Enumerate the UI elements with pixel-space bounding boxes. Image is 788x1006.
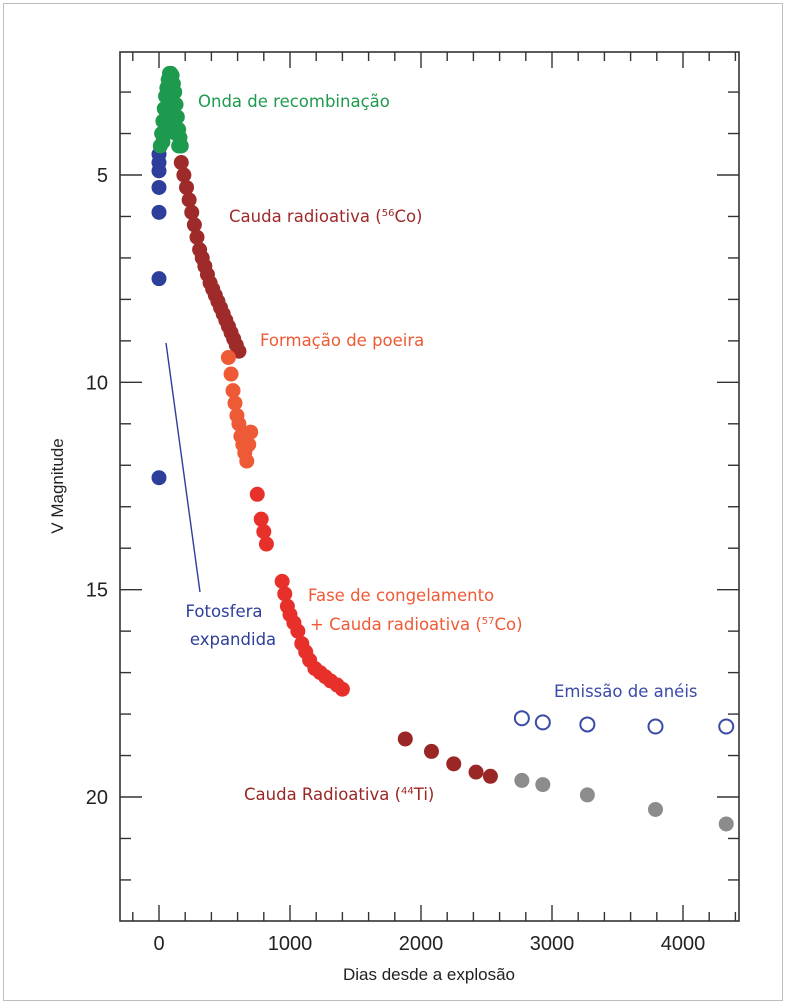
cobalt56-point	[184, 204, 200, 220]
photosphere-pointer-line	[165, 342, 201, 593]
annotation-recombination: Onda de recombinação	[198, 92, 390, 111]
freeze-point	[249, 486, 265, 502]
cobalt56-point	[186, 217, 202, 233]
titanium-point	[482, 768, 498, 784]
dust-point	[227, 395, 243, 411]
late-point	[579, 787, 595, 803]
axis-tick-labels: 0 1000 2000 3000 4000 5 10 15 20	[86, 165, 706, 955]
photosphere-point	[151, 271, 167, 287]
late-point	[514, 772, 530, 788]
titanium-point	[397, 731, 413, 747]
titanium-point	[423, 743, 439, 759]
dust-point	[239, 453, 255, 469]
recombination-point	[171, 138, 187, 154]
annotation-dust: Formação de poeira	[260, 331, 424, 350]
y-tick-label: 10	[86, 372, 108, 394]
dust-point	[225, 383, 241, 399]
annotation-photo2: expandida	[190, 630, 276, 649]
cobalt56-point	[179, 179, 195, 195]
x-tick-label: 1000	[268, 933, 313, 955]
annotation-titanium: Cauda Radioativa (44Ti)	[244, 785, 434, 804]
freeze-point	[334, 681, 350, 697]
annotation-freeze1: Fase de congelamento	[308, 586, 494, 605]
rings-point	[534, 714, 551, 731]
cobalt56-point	[181, 192, 197, 208]
figure-frame	[3, 3, 783, 1001]
rings-point	[513, 710, 530, 727]
dust-point	[220, 349, 236, 365]
rings-point	[647, 718, 664, 735]
y-tick-label: 5	[97, 165, 108, 187]
plot-frame	[119, 51, 740, 922]
dust-point	[241, 437, 257, 453]
freeze-point	[277, 586, 293, 602]
late-point	[647, 801, 663, 817]
rings-point	[579, 716, 596, 733]
freeze-point	[274, 573, 290, 589]
annotations: Onda de recombinação Cauda radioativa (56…	[185, 92, 697, 804]
freeze-point	[256, 524, 272, 540]
x-tick-label: 2000	[399, 933, 444, 955]
photosphere-point	[151, 470, 167, 486]
y-tick-label: 15	[86, 580, 108, 602]
recombination-point	[165, 113, 181, 129]
titanium-point	[468, 764, 484, 780]
x-tick-label: 3000	[530, 933, 575, 955]
recombination-point	[167, 84, 183, 100]
x-tick-label: 4000	[661, 933, 706, 955]
photosphere-point	[151, 163, 167, 179]
cobalt56-point	[176, 167, 192, 183]
dust-point	[231, 416, 247, 432]
photosphere-point	[151, 179, 167, 195]
x-axis-title: Dias desde a explosão	[343, 965, 515, 984]
cobalt56-point	[173, 155, 189, 171]
recombination-point	[168, 126, 184, 142]
titanium-point	[446, 756, 462, 772]
late-point	[718, 816, 734, 832]
annotation-cobalt56: Cauda radioativa (56Co)	[229, 207, 423, 226]
data-points	[151, 65, 735, 832]
annotation-rings: Emissão de anéis	[554, 682, 698, 701]
rings-point	[718, 718, 735, 735]
late-point	[535, 777, 551, 793]
freeze-point	[253, 511, 269, 527]
freeze-point	[258, 536, 274, 552]
y-tick-label: 20	[86, 787, 108, 809]
y-axis-title: V Magnitude	[48, 438, 67, 533]
cobalt56-point	[189, 229, 205, 245]
axis-ticks	[120, 52, 739, 921]
recombination-point	[168, 97, 184, 113]
annotation-freeze2: + Cauda radioativa (57Co)	[310, 615, 523, 634]
annotation-photo1: Fotosfera	[185, 602, 262, 621]
dust-point	[223, 366, 239, 382]
freeze-point	[290, 623, 306, 639]
dust-point	[243, 424, 259, 440]
x-tick-label: 0	[153, 933, 164, 955]
photosphere-point	[151, 204, 167, 220]
